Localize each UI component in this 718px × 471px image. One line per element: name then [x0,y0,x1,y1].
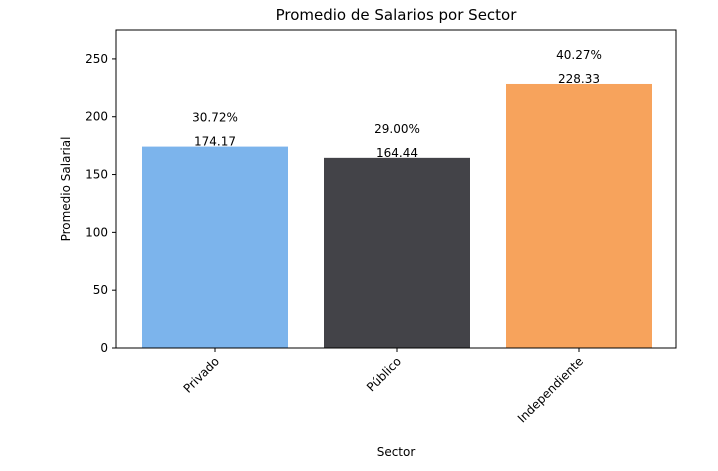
bar-público [324,157,470,348]
chart-title: Promedio de Salarios por Sector [276,6,518,24]
bar-independiente [506,83,652,348]
y-tick-label: 150 [85,168,108,182]
bars-layer [142,83,652,348]
value-label: 164.44 [376,146,418,160]
y-axis-label: Promedio Salarial [59,137,73,242]
x-tick-label: Independiente [515,354,586,425]
x-tick-label: Público [364,354,404,394]
y-tick-label: 200 [85,110,108,124]
percent-label: 40.27% [556,48,602,62]
value-label: 174.17 [194,135,236,149]
y-axis: 0 50 100 150 200 250 [85,52,116,355]
x-axis: Privado Público Independiente [181,348,586,425]
percent-label: 30.72% [192,111,238,125]
y-tick-label: 250 [85,52,108,66]
x-axis-label: Sector [377,445,416,459]
value-label: 228.33 [558,72,600,86]
percent-label: 29.00% [374,122,420,136]
bar-privado [142,146,288,348]
y-tick-label: 50 [93,283,108,297]
data-labels-layer: 174.17 30.72% 164.44 29.00% 228.33 40.27% [192,48,602,160]
y-tick-label: 0 [100,341,108,355]
plot-frame [115,29,677,349]
x-tick-label: Privado [181,354,223,396]
y-tick-label: 100 [85,225,108,239]
